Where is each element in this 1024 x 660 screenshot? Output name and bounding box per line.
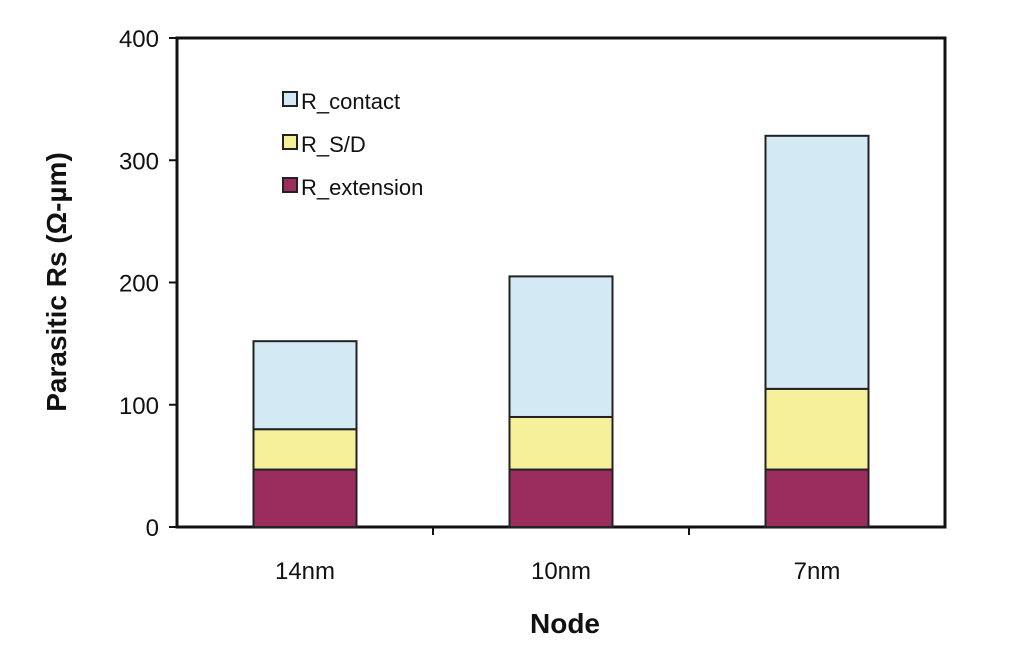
legend-swatch xyxy=(282,134,298,150)
legend-swatch xyxy=(282,177,298,193)
x-tick-label: 14nm xyxy=(275,558,335,585)
bar-10nm-rcontact xyxy=(508,275,614,418)
bar-14nm-rextension xyxy=(252,468,358,529)
legend-label: R_extension xyxy=(301,175,423,200)
bar-7nm-rcontact xyxy=(764,134,870,390)
y-tick-label: 200 xyxy=(119,271,159,298)
legend-swatch xyxy=(282,91,298,107)
legend-label: R_S/D xyxy=(301,132,366,157)
y-axis-label: Parasitic Rs (Ω-µm) xyxy=(41,152,72,412)
bar-7nm-rsd xyxy=(764,387,870,471)
y-tick-label: 100 xyxy=(119,393,159,420)
legend-label: R_contact xyxy=(301,89,400,114)
bar-10nm-rextension xyxy=(508,468,614,529)
bar-14nm-rcontact xyxy=(252,340,358,431)
x-tick-label: 7nm xyxy=(794,558,841,585)
bar-14nm-rsd xyxy=(252,428,358,471)
y-tick-label: 0 xyxy=(146,515,159,542)
x-axis-label: Node xyxy=(530,608,600,639)
y-tick-label: 300 xyxy=(119,148,159,175)
x-tick-label: 10nm xyxy=(531,558,591,585)
bar-7nm-rextension xyxy=(764,468,870,529)
y-tick-label: 400 xyxy=(119,26,159,53)
bar-10nm-rsd xyxy=(508,415,614,471)
